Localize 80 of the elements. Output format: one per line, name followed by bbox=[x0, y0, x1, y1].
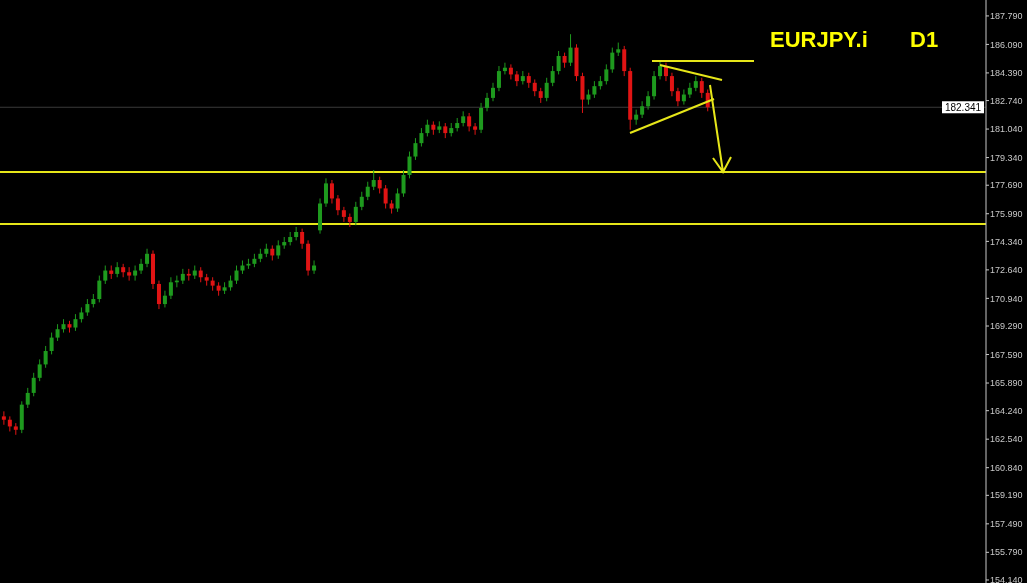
candlestick bbox=[604, 63, 609, 85]
candlestick bbox=[479, 102, 484, 134]
candlestick bbox=[37, 358, 42, 382]
y-tick-label: 169.290 bbox=[990, 321, 1023, 332]
candlestick bbox=[580, 72, 585, 114]
candlestick bbox=[97, 275, 102, 303]
y-tick-label: 184.390 bbox=[990, 68, 1023, 79]
candlestick bbox=[473, 122, 478, 136]
candlestick bbox=[25, 387, 30, 409]
candlestick bbox=[652, 70, 657, 101]
candlestick bbox=[413, 137, 418, 161]
candlestick bbox=[156, 280, 161, 310]
candlestick bbox=[383, 184, 388, 210]
candlestick bbox=[640, 100, 645, 119]
candlestick bbox=[43, 345, 48, 369]
y-tick-label: 177.690 bbox=[990, 180, 1023, 191]
candlestick bbox=[675, 87, 680, 107]
y-tick-label: 165.890 bbox=[990, 378, 1023, 389]
candlestick bbox=[162, 290, 167, 308]
candlestick bbox=[496, 65, 501, 92]
candlestick bbox=[401, 169, 406, 198]
candlestick bbox=[568, 33, 573, 67]
candlestick bbox=[514, 70, 519, 87]
y-tick-label: 182.740 bbox=[990, 95, 1023, 106]
y-tick-label: 181.040 bbox=[990, 124, 1023, 135]
y-tick-label: 164.240 bbox=[990, 405, 1023, 416]
candlestick bbox=[395, 187, 400, 213]
text: D1 bbox=[910, 27, 939, 52]
candlestick bbox=[31, 372, 36, 397]
candlestick bbox=[127, 266, 132, 282]
candlestick bbox=[335, 194, 340, 216]
candlestick bbox=[329, 179, 334, 204]
y-tick-label: 186.090 bbox=[990, 39, 1023, 50]
candlestick bbox=[133, 265, 138, 282]
candlestick bbox=[491, 82, 495, 102]
candlestick bbox=[622, 45, 627, 77]
y-tick-label: 175.990 bbox=[990, 208, 1023, 219]
candlestick bbox=[145, 248, 150, 268]
candlestick bbox=[646, 90, 651, 111]
candlestick bbox=[467, 112, 472, 132]
candlestick bbox=[139, 258, 144, 275]
y-tick-label: 157.490 bbox=[990, 518, 1023, 529]
y-tick-label: 170.940 bbox=[990, 293, 1023, 304]
y-tick-label: 167.590 bbox=[990, 349, 1023, 360]
candlestick bbox=[103, 265, 108, 285]
candlestick bbox=[234, 265, 239, 285]
candlestick bbox=[556, 50, 561, 75]
candlestick bbox=[359, 191, 364, 211]
candlestick bbox=[485, 92, 490, 112]
candlestick bbox=[1, 410, 6, 426]
y-tick-label: 172.640 bbox=[990, 265, 1023, 276]
y-tick-label: 154.140 bbox=[990, 575, 1023, 583]
candlestick bbox=[658, 60, 663, 80]
candlestick bbox=[544, 77, 549, 102]
candlestick bbox=[419, 127, 424, 147]
candlestick bbox=[49, 332, 54, 355]
candlestick bbox=[312, 259, 317, 275]
y-tick-label: 159.190 bbox=[990, 490, 1023, 501]
y-tick-label: 155.790 bbox=[990, 547, 1023, 558]
candlestick bbox=[669, 72, 674, 97]
ref-line-label: 182.341 bbox=[944, 101, 982, 113]
candlestick bbox=[407, 151, 412, 179]
candlestick bbox=[168, 276, 173, 300]
y-tick-label: 179.340 bbox=[990, 152, 1023, 163]
y-tick-label: 160.840 bbox=[990, 462, 1023, 473]
candlestick bbox=[353, 201, 358, 226]
candlestick bbox=[610, 47, 615, 74]
candlestick bbox=[341, 206, 346, 223]
y-tick-label: 187.790 bbox=[990, 11, 1023, 22]
candlestick bbox=[550, 65, 555, 87]
y-tick-label: 174.340 bbox=[990, 236, 1023, 247]
text: EURJPY.i bbox=[770, 27, 868, 52]
candlestick bbox=[699, 77, 704, 99]
candlestick bbox=[323, 177, 328, 208]
candlestick bbox=[365, 181, 370, 201]
y-tick-label: 162.540 bbox=[990, 434, 1023, 445]
candlestick bbox=[371, 169, 376, 191]
candlestick bbox=[502, 62, 507, 75]
candlestick bbox=[276, 239, 281, 260]
candlestick bbox=[300, 228, 305, 250]
